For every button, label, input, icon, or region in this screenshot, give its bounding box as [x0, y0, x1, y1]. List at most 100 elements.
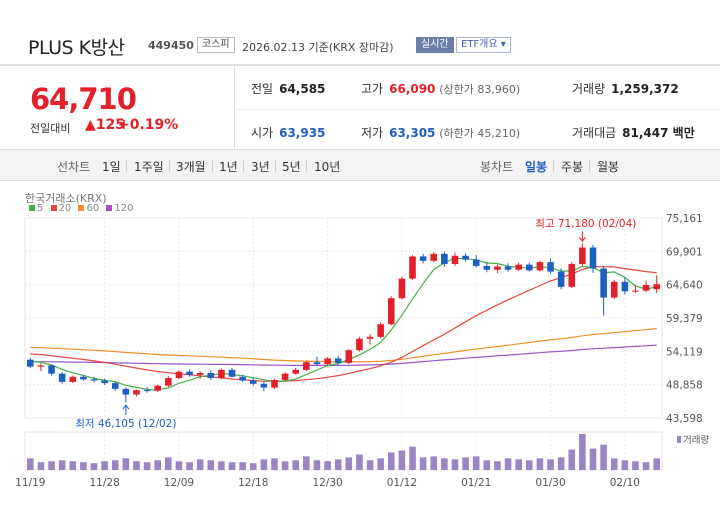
- tab-10y[interactable]: 10년: [314, 160, 341, 174]
- candle-body: [186, 371, 193, 375]
- realtime-button[interactable]: 실시간: [416, 37, 454, 53]
- candle-body: [48, 365, 55, 374]
- candle-body: [324, 358, 331, 365]
- candle-body: [260, 383, 268, 388]
- ma20-swatch: [50, 205, 57, 211]
- candle-body: [207, 372, 215, 379]
- x-tick-label: 11/19: [15, 477, 45, 489]
- candle-body: [90, 379, 98, 381]
- divider: [234, 109, 720, 110]
- candle-body: [600, 268, 607, 298]
- candle-body: [334, 358, 342, 363]
- volume-bar: [334, 459, 342, 470]
- volume-bar: [494, 461, 501, 470]
- volume-bar: [345, 457, 353, 470]
- volume-bar: [186, 462, 193, 470]
- volume-bar: [419, 457, 427, 470]
- candle-body: [175, 371, 183, 379]
- volume-bar: [441, 458, 448, 470]
- volume-bar: [207, 460, 215, 470]
- volume-bar: [101, 461, 108, 470]
- candle-body: [165, 378, 172, 386]
- change-value: ▲125: [85, 117, 125, 133]
- volume-frame: [24, 431, 663, 471]
- volume-bar: [313, 460, 321, 470]
- volume-bar: [239, 462, 246, 470]
- ma60-swatch: [78, 205, 85, 211]
- candle-chart-label[interactable]: 봉차트: [480, 160, 514, 174]
- candle-body: [345, 350, 353, 363]
- volume-bar: [249, 463, 257, 470]
- y-tick-label: 64,640: [666, 280, 703, 292]
- volume-bar: [398, 450, 406, 470]
- tab-weekly[interactable]: 주봉: [561, 160, 584, 174]
- x-tick-label: 01/30: [535, 477, 565, 489]
- tab-daily[interactable]: 일봉: [525, 160, 548, 174]
- candle-body: [557, 271, 565, 287]
- volume-bar: [37, 462, 45, 470]
- candle-body: [27, 359, 34, 367]
- max-arrowhead: [578, 236, 586, 243]
- tab-1y[interactable]: 1년: [219, 160, 238, 174]
- candle-body: [451, 255, 459, 265]
- candle-body: [632, 290, 639, 292]
- candle-body: [281, 373, 289, 380]
- tab-monthly[interactable]: 월봉: [597, 160, 620, 174]
- line-chart-label[interactable]: 선차트: [57, 160, 91, 174]
- candle-body: [228, 369, 236, 377]
- ma5-label: 5: [37, 203, 44, 214]
- ma5-swatch: [29, 205, 35, 211]
- volume-bar: [260, 459, 268, 470]
- quote-panel: 64,710 전일대비 ▲125 +0.19% 전일 64,585 고가 66,09…: [0, 64, 720, 152]
- candle-body: [80, 376, 87, 380]
- volume-bar: [154, 460, 161, 470]
- ma-legend: 5 20 60 120: [25, 203, 134, 214]
- candle-body: [239, 376, 246, 381]
- volume-bar: [472, 456, 480, 470]
- tab-3y[interactable]: 3년: [251, 160, 270, 174]
- candle-body: [58, 373, 66, 382]
- candle-body: [37, 365, 45, 367]
- volume-bar: [292, 460, 300, 470]
- x-tick-label: 02/10: [610, 477, 640, 489]
- candle-body: [419, 256, 427, 261]
- y-tick-label: 43,598: [666, 413, 703, 425]
- candle-body: [111, 383, 119, 389]
- volume-bar: [111, 460, 119, 470]
- candle-body: [536, 262, 544, 271]
- chart-tabs: 선차트 1일 1주일 3개월 1년 3년 5년 10년 봉차트 일봉 주봉 월봉: [0, 150, 720, 181]
- min-annotation: 최저 46,105 (12/02): [75, 418, 176, 430]
- stock-code: 449450: [148, 39, 194, 52]
- candle-body: [579, 247, 586, 265]
- volume-bar: [557, 457, 565, 470]
- tab-5y[interactable]: 5년: [282, 160, 301, 174]
- candle-body: [154, 385, 161, 391]
- candle-body: [409, 256, 416, 279]
- volume-bar: [324, 461, 331, 470]
- volume-bar: [175, 461, 183, 470]
- ma120-label: 120: [114, 203, 134, 214]
- ma120-swatch: [106, 205, 113, 211]
- etf-overview-dropdown[interactable]: ETF개요 ▾: [456, 37, 511, 53]
- volume-bar: [387, 452, 395, 470]
- tab-1w[interactable]: 1주일: [134, 160, 164, 174]
- ma5-line: [30, 257, 657, 391]
- tab-1d[interactable]: 1일: [102, 160, 121, 174]
- tab-3m[interactable]: 3개월: [176, 160, 206, 174]
- ma60-label: 60: [86, 203, 100, 214]
- quote-date: 2026.02.13 기준(KRX 장마감): [242, 41, 394, 54]
- y-tick-label: 54,119: [666, 346, 703, 358]
- x-tick-label: 01/12: [387, 477, 417, 489]
- candle-body: [143, 390, 151, 392]
- volume-bar: [271, 458, 278, 470]
- volume-bar: [430, 456, 438, 470]
- volume-bar: [621, 460, 629, 470]
- candle-body: [218, 369, 225, 379]
- candle-body: [196, 372, 204, 375]
- candle-body: [642, 285, 650, 291]
- volume-bar: [653, 458, 660, 470]
- ma20-line: [30, 266, 657, 382]
- candle-body: [122, 388, 130, 395]
- volume-bar: [196, 459, 204, 470]
- candle-body: [292, 369, 300, 374]
